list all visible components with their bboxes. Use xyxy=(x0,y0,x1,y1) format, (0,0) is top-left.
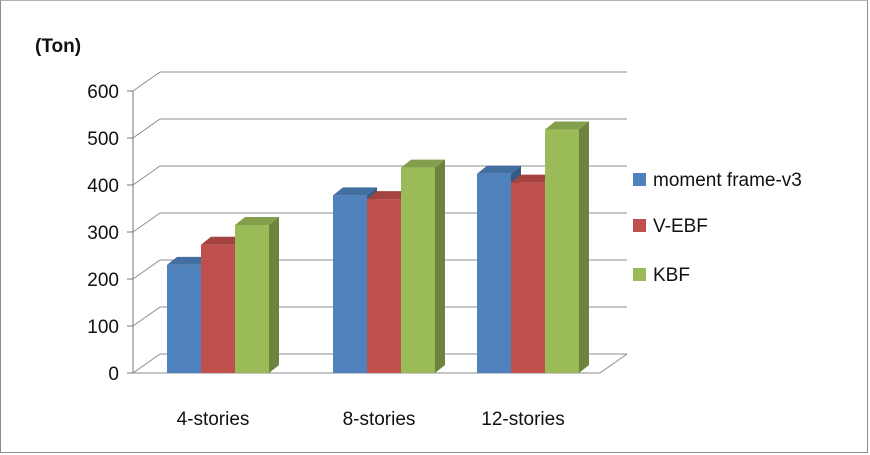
x-tick-label: 4-stories xyxy=(177,409,250,430)
legend-swatch xyxy=(633,219,646,232)
bar-front xyxy=(511,182,545,373)
bar-top xyxy=(477,165,521,174)
y-tick-label: 300 xyxy=(87,223,119,244)
gridline-side xyxy=(132,212,161,233)
gridline-side xyxy=(132,71,161,92)
bar-front xyxy=(367,199,401,373)
y-tick-label: 500 xyxy=(87,129,119,150)
bar-side xyxy=(269,216,279,373)
bar-moment-frame-v3-8-stories xyxy=(333,187,377,373)
bar-front xyxy=(167,264,201,373)
legend-label: KBF xyxy=(653,265,690,286)
bar-kbf-4-stories xyxy=(235,216,279,373)
y-unit-label: (Ton) xyxy=(35,36,81,57)
bar-side xyxy=(435,159,445,373)
gridline-side xyxy=(132,118,161,139)
y-tick-label: 600 xyxy=(87,82,119,103)
y-tick-labels: 0 100 200 300 400 500 600 xyxy=(87,82,119,385)
x-tick-label: 12-stories xyxy=(481,409,564,430)
bar-top xyxy=(545,121,589,130)
bar-top xyxy=(367,191,411,200)
legend-swatch xyxy=(633,268,646,281)
bar-top xyxy=(511,174,555,183)
legend-item-v-ebf: V-EBF xyxy=(633,216,708,237)
floor-right-edge xyxy=(599,353,628,374)
legend-swatch xyxy=(633,173,646,186)
y-tick-label: 400 xyxy=(87,176,119,197)
bar-front xyxy=(333,195,367,373)
bar-top xyxy=(235,216,279,225)
y-tick-label: 100 xyxy=(87,317,119,338)
gridline-side xyxy=(132,353,161,374)
legend-item-kbf: KBF xyxy=(633,265,690,286)
y-tick-label: 0 xyxy=(108,364,119,385)
x-tick-label: 8-stories xyxy=(343,409,416,430)
bar-top xyxy=(333,187,377,196)
legend-label: moment frame-v3 xyxy=(653,170,802,191)
y-tick-label: 200 xyxy=(87,270,119,291)
bar-front xyxy=(477,173,511,373)
bar-front xyxy=(235,224,269,373)
legend-label: V-EBF xyxy=(653,216,708,237)
legend: moment frame-v3 V-EBF KBF xyxy=(633,170,802,286)
gridline-side xyxy=(132,165,161,186)
bar-front xyxy=(201,244,235,373)
bar-front xyxy=(401,167,435,373)
bar-front xyxy=(545,129,579,373)
bar-top xyxy=(167,256,211,265)
gridline-side xyxy=(132,306,161,327)
legend-item-moment-frame-v3: moment frame-v3 xyxy=(633,170,802,191)
bar-top xyxy=(201,236,245,245)
x-tick-labels: 4-stories 8-stories 12-stories xyxy=(177,409,565,430)
bar-kbf-8-stories xyxy=(401,159,445,373)
bar-kbf-12-stories xyxy=(545,121,589,373)
bar-side xyxy=(579,121,589,373)
bars-layer xyxy=(167,121,589,373)
bar-top xyxy=(401,159,445,168)
gridline-side xyxy=(132,259,161,280)
